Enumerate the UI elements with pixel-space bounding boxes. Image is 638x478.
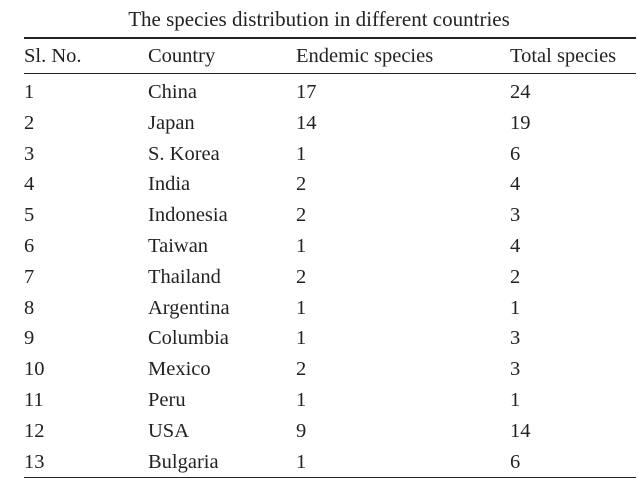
cell-total-species: 3	[510, 204, 521, 226]
cell-total-species: 6	[510, 143, 521, 165]
cell-sl-no: 9	[24, 327, 35, 349]
header-rule	[24, 73, 636, 74]
cell-total-species: 4	[510, 173, 521, 195]
cell-sl-no: 6	[24, 235, 35, 257]
cell-endemic-species: 1	[296, 143, 307, 165]
cell-country: Mexico	[148, 358, 211, 380]
cell-total-species: 1	[510, 297, 521, 319]
cell-country: India	[148, 173, 191, 195]
cell-country: Indonesia	[148, 204, 228, 226]
cell-country: Taiwan	[148, 235, 209, 257]
cell-country: Argentina	[148, 297, 230, 319]
cell-country: Japan	[148, 112, 195, 134]
cell-total-species: 24	[510, 81, 531, 103]
cell-endemic-species: 1	[296, 297, 307, 319]
cell-total-species: 4	[510, 235, 521, 257]
cell-endemic-species: 2	[296, 173, 307, 195]
cell-total-species: 19	[510, 112, 531, 134]
cell-total-species: 6	[510, 451, 521, 473]
cell-total-species: 14	[510, 420, 531, 442]
cell-sl-no: 11	[24, 389, 44, 411]
cell-country: USA	[148, 420, 190, 442]
cell-country: Bulgaria	[148, 451, 219, 473]
cell-country: China	[148, 81, 197, 103]
cell-total-species: 3	[510, 327, 521, 349]
cell-sl-no: 8	[24, 297, 35, 319]
cell-endemic-species: 2	[296, 358, 307, 380]
cell-sl-no: 10	[24, 358, 45, 380]
cell-endemic-species: 1	[296, 235, 307, 257]
cell-sl-no: 1	[24, 81, 35, 103]
cell-total-species: 3	[510, 358, 521, 380]
cell-sl-no: 4	[24, 173, 35, 195]
cell-sl-no: 7	[24, 266, 35, 288]
cell-sl-no: 13	[24, 451, 45, 473]
cell-endemic-species: 1	[296, 451, 307, 473]
cell-endemic-species: 14	[296, 112, 317, 134]
header-endemic-species: Endemic species	[296, 45, 434, 67]
header-sl-no: Sl. No.	[24, 45, 82, 67]
header-country: Country	[148, 45, 216, 67]
cell-sl-no: 3	[24, 143, 35, 165]
cell-sl-no: 2	[24, 112, 35, 134]
cell-endemic-species: 1	[296, 389, 307, 411]
cell-total-species: 1	[510, 389, 521, 411]
cell-total-species: 2	[510, 266, 521, 288]
table-caption: The species distribution in different co…	[128, 7, 510, 31]
header-total-species: Total species	[510, 45, 617, 67]
cell-sl-no: 5	[24, 204, 35, 226]
cell-country: Columbia	[148, 327, 229, 349]
top-rule	[24, 37, 636, 39]
cell-endemic-species: 17	[296, 81, 317, 103]
cell-endemic-species: 2	[296, 204, 307, 226]
cell-country: S. Korea	[148, 143, 220, 165]
cell-endemic-species: 1	[296, 327, 307, 349]
cell-endemic-species: 9	[296, 420, 307, 442]
cell-country: Peru	[148, 389, 186, 411]
cell-sl-no: 12	[24, 420, 45, 442]
cell-country: Thailand	[148, 266, 221, 288]
cell-endemic-species: 2	[296, 266, 307, 288]
